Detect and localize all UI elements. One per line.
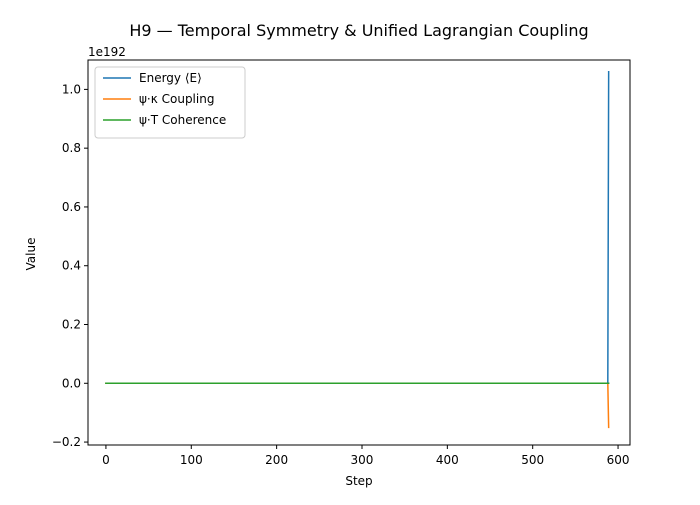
- legend-box: [94, 66, 246, 139]
- y-tick-label: 0.2: [62, 318, 81, 332]
- x-tick-label: 300: [351, 453, 374, 467]
- plot-area: [105, 71, 610, 429]
- x-tick-label: 0: [102, 453, 110, 467]
- y-tick-label: −0.2: [52, 435, 81, 449]
- y-tick-label: 0.0: [62, 376, 81, 390]
- plot-frame: [87, 59, 631, 446]
- chart-title: H9 — Temporal Symmetry & Unified Lagrang…: [129, 21, 588, 40]
- y-axis-offset-label: 1e192: [88, 45, 126, 59]
- x-tick-label: 500: [521, 453, 544, 467]
- legend-label: ψ·κ Coupling: [139, 92, 214, 106]
- x-tick-label: 400: [436, 453, 459, 467]
- y-tick-label: 0.4: [62, 259, 81, 273]
- y-tick-label: 1.0: [62, 82, 81, 96]
- x-axis-label: Step: [345, 474, 372, 488]
- y-tick-label: 0.6: [62, 200, 81, 214]
- x-tick-label: 200: [265, 453, 288, 467]
- y-tick-label: 0.8: [62, 141, 81, 155]
- x-tick-label: 600: [607, 453, 630, 467]
- y-axis-label: Value: [24, 238, 38, 271]
- x-tick-label: 100: [180, 453, 203, 467]
- legend-label: Energy ⟨E⟩: [139, 71, 202, 85]
- legend-label: ψ·T Coherence: [139, 113, 226, 127]
- series-line-1: [105, 382, 610, 429]
- legend: Energy ⟨E⟩ ψ·κ Coupling ψ·T Coherence: [94, 66, 246, 139]
